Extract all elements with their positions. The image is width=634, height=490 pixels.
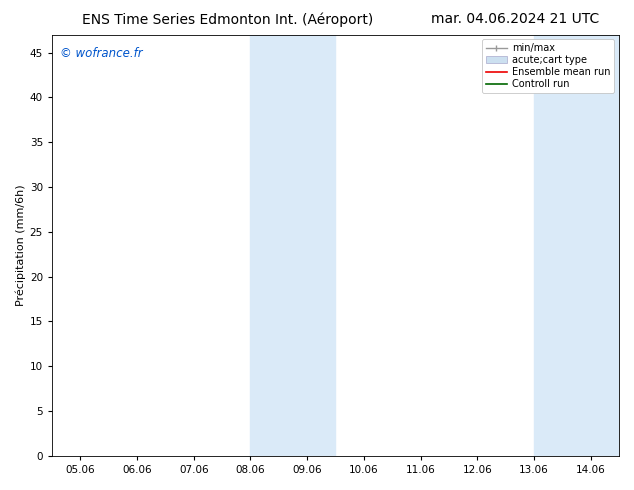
Text: mar. 04.06.2024 21 UTC: mar. 04.06.2024 21 UTC — [431, 12, 599, 26]
Text: © wofrance.fr: © wofrance.fr — [60, 47, 143, 60]
Bar — [250, 35, 335, 456]
Y-axis label: Précipitation (mm/6h): Précipitation (mm/6h) — [15, 184, 25, 306]
Bar — [534, 35, 619, 456]
Text: ENS Time Series Edmonton Int. (Aéroport): ENS Time Series Edmonton Int. (Aéroport) — [82, 12, 373, 27]
Legend: min/max, acute;cart type, Ensemble mean run, Controll run: min/max, acute;cart type, Ensemble mean … — [482, 40, 614, 93]
